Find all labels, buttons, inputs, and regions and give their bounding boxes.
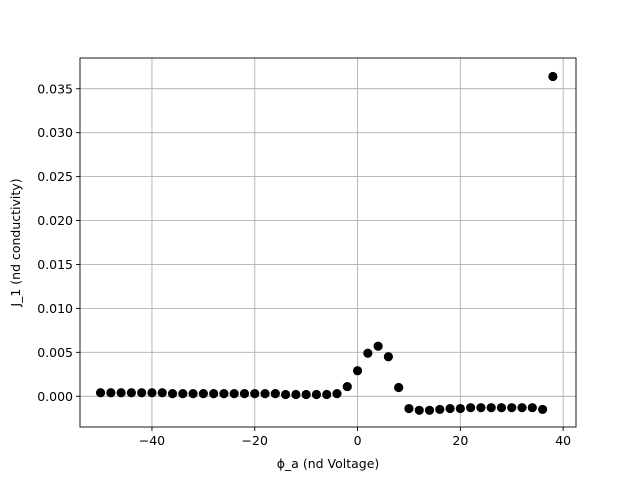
data-point <box>311 389 322 400</box>
data-point <box>332 389 342 399</box>
data-point <box>394 382 404 393</box>
data-point <box>106 388 116 398</box>
x-tick-label: 0 <box>354 433 362 448</box>
data-point <box>126 388 136 398</box>
data-point <box>455 403 465 414</box>
data-point <box>209 389 219 399</box>
data-point <box>95 388 106 398</box>
data-point <box>280 389 291 400</box>
data-point <box>116 388 126 398</box>
y-tick-label: 0.000 <box>37 389 73 404</box>
y-tick-label: 0.010 <box>37 301 73 316</box>
y-tick-label: 0.025 <box>37 169 73 184</box>
data-point <box>239 389 250 399</box>
data-point <box>301 389 311 400</box>
x-tick-label: −20 <box>242 433 268 448</box>
data-point <box>178 389 188 399</box>
data-point <box>322 389 332 400</box>
data-point <box>250 389 260 399</box>
data-point <box>229 389 239 399</box>
x-tick-label: 40 <box>555 433 571 448</box>
grid <box>80 58 576 427</box>
data-point <box>496 403 507 413</box>
data-point <box>424 405 435 415</box>
data-point <box>404 403 414 414</box>
data-point <box>157 388 167 398</box>
y-tick-label: 0.030 <box>37 125 73 140</box>
data-points <box>95 71 558 415</box>
data-point <box>414 405 424 415</box>
data-point <box>476 403 486 413</box>
y-tick-label: 0.005 <box>37 345 73 360</box>
data-point <box>507 403 517 413</box>
data-point <box>147 388 157 398</box>
data-point <box>383 352 393 362</box>
data-point <box>527 403 537 413</box>
y-tick-label: 0.020 <box>37 213 73 228</box>
x-tick-label: 20 <box>452 433 468 448</box>
x-axis: −40 −20 0 20 40 <box>139 427 571 448</box>
data-point <box>260 389 270 399</box>
data-point <box>445 403 455 414</box>
x-tick-label: −40 <box>139 433 165 448</box>
data-point <box>137 388 147 398</box>
data-point <box>548 71 558 82</box>
data-point <box>352 366 363 376</box>
data-point <box>198 389 208 399</box>
data-point <box>466 403 476 413</box>
data-point <box>342 381 352 392</box>
y-axis: 0.000 0.005 0.010 0.015 0.020 0.025 0.030 0.035 <box>37 81 80 404</box>
data-point <box>167 389 178 399</box>
y-tick-label: 0.015 <box>37 257 73 272</box>
data-point <box>188 389 198 399</box>
x-axis-label: ϕ_a (nd Voltage) <box>277 456 380 471</box>
data-point <box>537 404 548 415</box>
data-point <box>219 389 229 399</box>
data-point <box>486 403 496 413</box>
data-point <box>373 341 383 351</box>
data-point <box>435 404 445 415</box>
data-point <box>517 403 527 413</box>
data-point <box>363 348 373 358</box>
y-axis-label: J_1 (nd conductivity) <box>8 178 23 307</box>
y-tick-label: 0.035 <box>37 81 73 96</box>
data-point <box>270 389 280 399</box>
data-point <box>291 389 301 400</box>
plot-frame <box>79 57 577 428</box>
